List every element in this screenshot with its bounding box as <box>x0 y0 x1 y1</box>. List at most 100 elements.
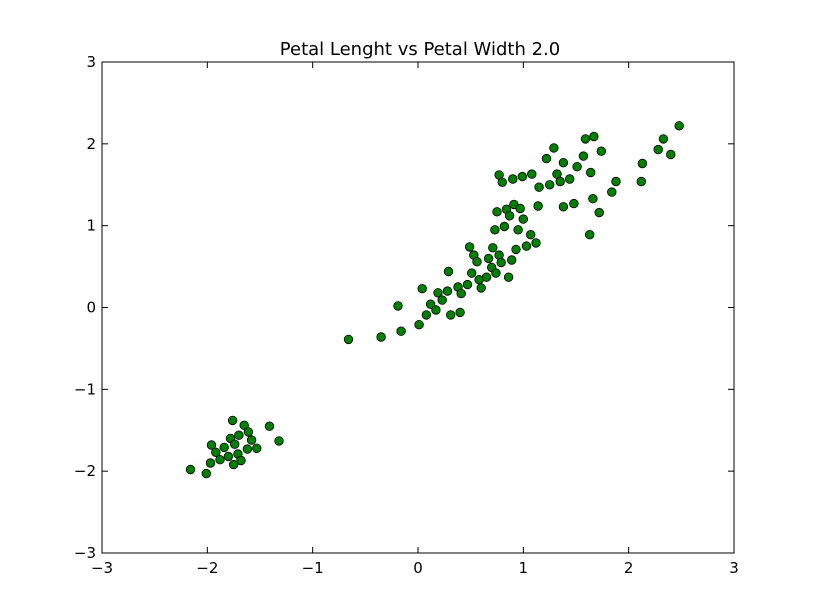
data-point <box>442 286 453 296</box>
data-point <box>565 174 575 184</box>
data-point <box>223 451 234 462</box>
data-point <box>534 182 544 192</box>
data-point <box>462 279 473 290</box>
y-tick-label: −3 <box>74 544 96 562</box>
y-tick-label: −2 <box>74 462 96 480</box>
data-point <box>446 310 456 320</box>
data-point <box>607 187 617 197</box>
data-point <box>246 435 257 445</box>
y-tick-label: 2 <box>86 135 96 153</box>
data-point <box>666 149 676 160</box>
x-tick-label: 1 <box>519 559 529 577</box>
data-point <box>236 455 246 466</box>
data-point <box>264 421 275 431</box>
data-point <box>517 171 528 182</box>
y-tick-label: 0 <box>86 299 96 317</box>
data-point <box>504 211 515 221</box>
data-point <box>211 447 221 458</box>
data-point <box>637 158 648 169</box>
data-point <box>219 442 229 453</box>
x-tick-label: 0 <box>413 559 423 577</box>
data-point <box>497 177 508 188</box>
data-point <box>531 238 541 248</box>
y-tick-label: 3 <box>86 53 96 71</box>
data-point <box>201 468 212 479</box>
data-point <box>518 214 529 224</box>
x-tick-label: −1 <box>302 559 324 577</box>
data-point <box>588 193 598 204</box>
data-point <box>185 464 196 475</box>
plot-frame <box>101 61 735 554</box>
data-point <box>558 157 569 168</box>
data-point <box>464 242 475 252</box>
data-point <box>499 221 510 232</box>
y-tick-label: 1 <box>86 217 96 235</box>
data-point <box>274 436 284 446</box>
data-point <box>443 266 454 277</box>
data-point <box>455 307 465 318</box>
data-point <box>507 255 517 265</box>
data-point <box>376 332 386 342</box>
data-point <box>437 295 447 305</box>
data-point <box>431 305 441 315</box>
data-point <box>541 153 552 164</box>
data-point <box>527 169 537 179</box>
data-point <box>481 272 492 282</box>
data-point <box>229 439 240 449</box>
data-point <box>456 288 466 299</box>
x-tick-label: 2 <box>624 559 634 577</box>
data-point <box>433 288 443 298</box>
data-point <box>508 174 518 184</box>
data-point <box>496 257 506 268</box>
data-point <box>242 444 253 454</box>
data-point <box>343 334 354 345</box>
data-points <box>185 121 684 479</box>
chart-title: Petal Lenght vs Petal Width 2.0 <box>280 39 560 60</box>
data-point <box>239 420 249 431</box>
data-point <box>513 225 523 235</box>
data-point <box>636 176 647 187</box>
data-point <box>483 253 494 264</box>
data-point <box>503 272 514 282</box>
data-point <box>596 146 607 156</box>
data-point <box>611 176 621 187</box>
data-point <box>569 198 579 209</box>
data-point <box>490 225 500 235</box>
data-point <box>555 176 565 187</box>
data-point <box>674 121 684 131</box>
data-point <box>526 229 536 240</box>
data-point <box>521 241 532 251</box>
data-point <box>578 151 589 161</box>
data-point <box>421 310 432 320</box>
x-tick-label: 3 <box>729 559 739 577</box>
data-point <box>396 326 406 336</box>
x-tick-label: −2 <box>196 559 218 577</box>
data-point <box>533 201 543 211</box>
data-point <box>580 134 591 144</box>
data-point <box>491 268 501 278</box>
data-point <box>417 284 427 294</box>
x-tick-label: −3 <box>91 559 113 577</box>
data-point <box>549 143 559 153</box>
data-point <box>545 180 555 190</box>
y-tick-label: −1 <box>74 380 96 398</box>
data-point <box>558 202 569 212</box>
data-point <box>585 229 595 240</box>
data-point <box>215 455 225 465</box>
data-point <box>206 440 217 450</box>
data-point <box>653 144 663 155</box>
data-point <box>511 244 521 255</box>
data-point <box>205 458 216 468</box>
data-point <box>492 207 502 217</box>
data-point <box>234 430 244 440</box>
data-point <box>572 161 582 172</box>
data-point <box>594 207 604 218</box>
data-point <box>467 268 477 278</box>
data-point <box>488 243 498 253</box>
data-point <box>476 283 486 293</box>
data-point <box>414 320 424 330</box>
data-point <box>515 203 525 214</box>
data-point <box>425 299 436 309</box>
